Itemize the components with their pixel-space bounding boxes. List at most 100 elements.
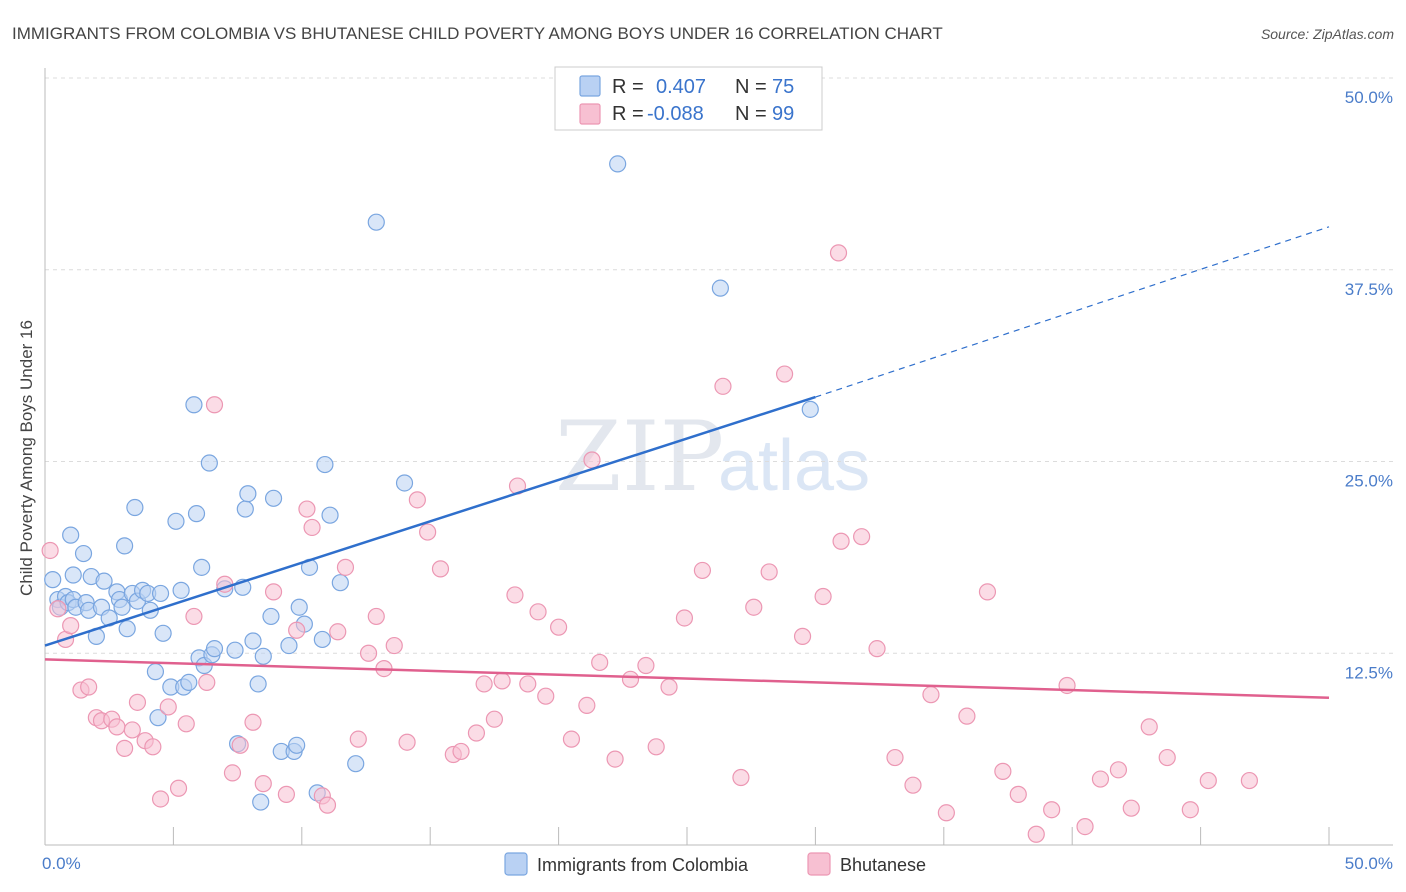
bhutanese-point-96 bbox=[829, 244, 848, 262]
chart-source: Source: ZipAtlas.com bbox=[1261, 26, 1394, 42]
bhutanese-point-41 bbox=[398, 733, 416, 751]
bhutanese-point-72 bbox=[814, 587, 832, 606]
bhutanese-point-44 bbox=[431, 560, 450, 578]
legend-n-value-1: 75 bbox=[772, 76, 794, 98]
bhutanese-point-12 bbox=[128, 693, 147, 711]
bhutanese-point-75 bbox=[868, 640, 886, 658]
bhutanese-point-60 bbox=[621, 670, 640, 688]
bhutanese-point-21 bbox=[205, 396, 224, 414]
colombia-point-34 bbox=[172, 581, 190, 599]
y-tick-labels: 12.5% 25.0% 37.5% 50.0% bbox=[1345, 88, 1393, 682]
y-axis-label: Child Poverty Among Boys Under 16 bbox=[17, 320, 36, 596]
bhutanese-point-23 bbox=[223, 764, 242, 782]
bhutanese-point-3 bbox=[62, 617, 80, 635]
trend-line-colombia bbox=[44, 395, 816, 647]
bhutanese-point-16 bbox=[159, 698, 177, 716]
bhutanese-point-78 bbox=[922, 686, 940, 704]
colombia-point-52 bbox=[249, 675, 267, 693]
bhutanese-point-68 bbox=[745, 598, 763, 616]
colombia-point-36 bbox=[180, 673, 198, 691]
colombia-point-68 bbox=[331, 574, 349, 592]
bhutanese-point-37 bbox=[359, 644, 378, 662]
bhutanese-point-69 bbox=[760, 563, 778, 581]
trend-lines bbox=[44, 226, 1330, 699]
watermark-atlas: atlas bbox=[718, 426, 870, 506]
colombia-point-53 bbox=[252, 793, 270, 811]
bhutanese-point-65 bbox=[693, 561, 712, 580]
bhutanese-point-92 bbox=[1158, 748, 1176, 767]
trend-line-bhutanese bbox=[44, 658, 1330, 699]
bhutanese-point-24 bbox=[231, 736, 249, 754]
bhutanese-point-1 bbox=[49, 600, 67, 618]
bhutanese-point-87 bbox=[1076, 817, 1094, 836]
bhutanese-point-25 bbox=[244, 713, 262, 731]
bhutanese-point-55 bbox=[549, 618, 568, 636]
bhutanese-point-83 bbox=[1009, 785, 1027, 803]
bhutanese-point-97 bbox=[583, 451, 601, 469]
colombia-point-49 bbox=[236, 500, 254, 518]
bottom-legend-label-colombia: Immigrants from Colombia bbox=[537, 855, 749, 875]
colombia-point-0 bbox=[44, 571, 62, 589]
bhutanese-point-53 bbox=[529, 603, 547, 621]
bhutanese-point-82 bbox=[994, 762, 1012, 780]
legend-r-value-2: -0.088 bbox=[647, 103, 704, 125]
bhutanese-point-9 bbox=[108, 718, 126, 736]
bottom-legend-label-bhutanese: Bhutanese bbox=[840, 855, 926, 875]
bhutanese-point-17 bbox=[169, 779, 188, 797]
bhutanese-point-57 bbox=[578, 696, 596, 715]
legend-r-label-1: R = bbox=[612, 76, 644, 98]
bhutanese-point-46 bbox=[452, 742, 470, 761]
bhutanese-point-50 bbox=[493, 672, 511, 690]
bhutanese-point-30 bbox=[298, 500, 316, 518]
bottom-legend-swatch-colombia bbox=[504, 852, 528, 876]
watermark: ZIP atlas bbox=[555, 401, 870, 513]
colombia-point-51 bbox=[244, 632, 262, 650]
legend-r-value-1: 0.407 bbox=[656, 76, 706, 98]
bhutanese-point-70 bbox=[775, 365, 794, 383]
bhutanese-point-0 bbox=[41, 541, 59, 560]
bhutanese-point-56 bbox=[562, 730, 581, 748]
bhutanese-point-67 bbox=[732, 768, 750, 787]
bhutanese-point-48 bbox=[475, 675, 493, 693]
colombia-point-60 bbox=[288, 736, 306, 754]
bhutanese-point-51 bbox=[506, 586, 524, 604]
bhutanese-point-15 bbox=[151, 790, 170, 808]
colombia-point-7 bbox=[64, 566, 82, 584]
bhutanese-point-89 bbox=[1109, 761, 1128, 779]
chart-title: IMMIGRANTS FROM COLOMBIA VS BHUTANESE CH… bbox=[12, 24, 943, 43]
bhutanese-point-90 bbox=[1122, 799, 1140, 817]
colombia-point-38 bbox=[187, 505, 206, 523]
series-colombia-points bbox=[44, 155, 819, 811]
y-tick-label-25: 25.0% bbox=[1345, 472, 1393, 491]
correlation-legend: R = 0.407 N = 75 R = -0.088 N = 99 bbox=[554, 66, 823, 131]
bhutanese-point-88 bbox=[1091, 770, 1110, 788]
colombia-point-70 bbox=[367, 213, 385, 231]
bhutanese-point-20 bbox=[198, 673, 216, 691]
colombia-point-31 bbox=[154, 624, 172, 642]
bhutanese-point-35 bbox=[336, 558, 355, 576]
colombia-point-72 bbox=[609, 155, 627, 173]
bhutanese-point-10 bbox=[116, 739, 134, 757]
colombia-point-58 bbox=[280, 636, 298, 655]
bhutanese-point-49 bbox=[485, 710, 503, 728]
colombia-point-20 bbox=[116, 537, 134, 555]
bhutanese-point-61 bbox=[637, 656, 655, 675]
colombia-point-73 bbox=[711, 279, 729, 297]
colombia-point-21 bbox=[118, 620, 136, 638]
colombia-point-55 bbox=[262, 607, 280, 626]
bhutanese-point-80 bbox=[958, 707, 976, 725]
bhutanese-point-5 bbox=[80, 678, 98, 696]
x-tick-label-max: 50.0% bbox=[1345, 854, 1393, 873]
bhutanese-point-36 bbox=[349, 730, 367, 748]
bhutanese-point-52 bbox=[519, 675, 537, 693]
bhutanese-point-42 bbox=[408, 491, 426, 509]
bhutanese-point-38 bbox=[367, 607, 385, 626]
colombia-point-30 bbox=[151, 584, 170, 603]
bhutanese-point-93 bbox=[1181, 801, 1199, 819]
colombia-point-66 bbox=[316, 455, 334, 474]
colombia-point-67 bbox=[321, 506, 339, 524]
colombia-point-54 bbox=[254, 647, 272, 665]
colombia-point-65 bbox=[313, 630, 331, 649]
legend-r-label-2: R = bbox=[612, 103, 644, 125]
